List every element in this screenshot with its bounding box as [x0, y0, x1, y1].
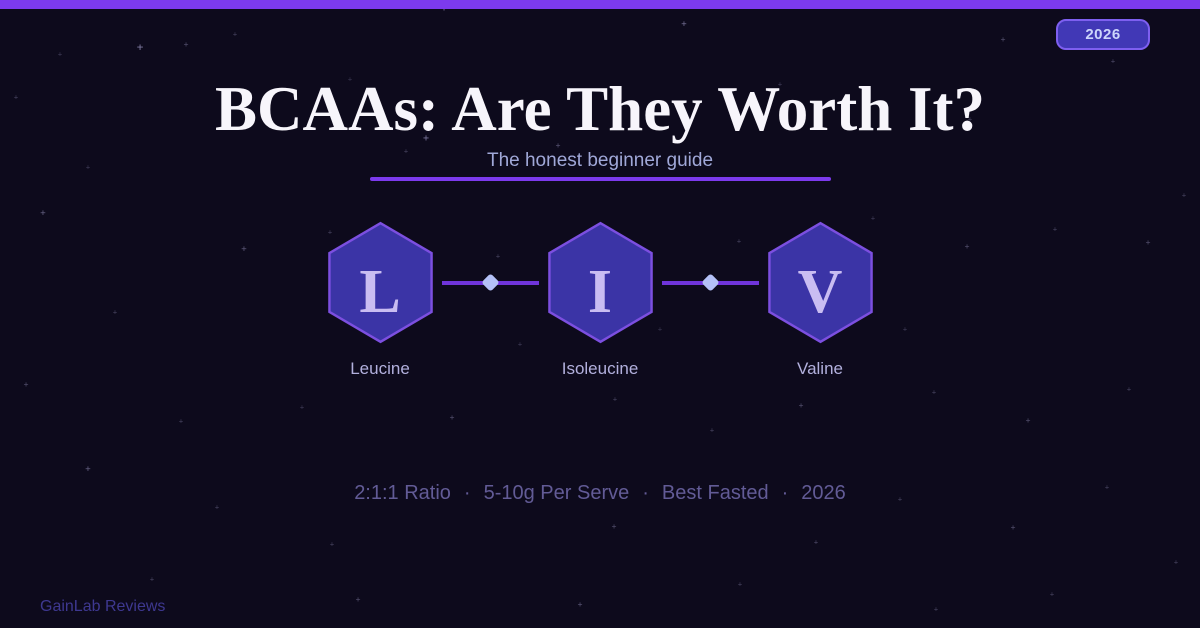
- star-icon: +: [85, 464, 91, 475]
- star-icon: +: [57, 50, 63, 59]
- star-icon: +: [1000, 35, 1006, 44]
- star-icon: +: [737, 580, 743, 589]
- star-icon: +: [214, 503, 220, 512]
- star-icon: +: [355, 595, 361, 604]
- connector-2: [654, 221, 767, 344]
- star-icon: +: [183, 40, 189, 49]
- year-badge: 2026: [1056, 19, 1150, 50]
- brand-credit: GainLab Reviews: [40, 598, 166, 615]
- star-icon: +: [1110, 57, 1116, 66]
- amino-label-leucine: Leucine: [350, 359, 410, 378]
- page-title: BCAAs: Are They Worth It?: [214, 74, 986, 144]
- amino-node-leucine: L Leucine: [327, 221, 434, 379]
- star-icon: +: [1025, 416, 1031, 425]
- star-icon: +: [232, 30, 238, 39]
- stat-ratio: 2:1:1 Ratio: [354, 482, 451, 504]
- hexagon-icon: [327, 221, 433, 344]
- star-icon: +: [577, 600, 583, 609]
- stats-strip: 2:1:1 Ratio · 5-10g Per Serve · Best Fasted ·…: [0, 482, 1200, 505]
- star-icon: +: [178, 417, 184, 426]
- amino-node-valine: V Valine: [767, 221, 874, 379]
- star-icon: +: [931, 388, 937, 397]
- hexagon-leucine: L: [327, 221, 434, 344]
- year-badge-label: 2026: [1085, 26, 1121, 43]
- amino-letter-leucine: L: [359, 258, 401, 326]
- stat-serving: 5-10g Per Serve: [483, 482, 630, 504]
- star-icon: +: [1181, 191, 1187, 200]
- hexagon-valine: V: [767, 221, 874, 344]
- star-icon: +: [1010, 523, 1016, 532]
- star-icon: +: [40, 208, 46, 219]
- amino-letter-valine: V: [797, 258, 843, 326]
- star-icon: +: [149, 575, 155, 584]
- stat-separator: ·: [642, 482, 649, 504]
- hexagon-isoleucine: I: [547, 221, 654, 344]
- star-icon: +: [23, 380, 29, 389]
- stat-year: 2026: [801, 482, 846, 504]
- star-icon: +: [1173, 558, 1179, 567]
- connector-dot-icon: [700, 273, 720, 292]
- star-icon: +: [681, 19, 687, 30]
- amino-letter-isoleucine: I: [587, 258, 613, 326]
- page-subtitle: The honest beginner guide: [486, 150, 714, 171]
- star-icon: +: [933, 605, 939, 614]
- star-icon: +: [798, 401, 804, 410]
- top-accent-bar: [0, 0, 1200, 9]
- star-icon: +: [813, 538, 819, 547]
- star-icon: +: [1049, 590, 1055, 599]
- star-icon: +: [1126, 385, 1132, 394]
- star-icon: +: [136, 40, 144, 54]
- hexagon-icon: [767, 221, 873, 344]
- star-icon: +: [449, 413, 455, 422]
- hexagon-icon: [547, 221, 653, 344]
- amino-acid-diagram: L Leucine I Isoleucine: [0, 221, 1200, 379]
- star-icon: +: [611, 522, 617, 531]
- star-icon: +: [329, 540, 335, 549]
- amino-label-isoleucine: Isoleucine: [561, 359, 639, 378]
- connector-dot-icon: [480, 273, 500, 292]
- connector-1: [434, 221, 547, 344]
- stat-separator: ·: [781, 482, 789, 504]
- star-icon: +: [299, 403, 305, 412]
- stat-fasted: Best Fasted: [661, 482, 769, 504]
- star-icon: +: [612, 395, 618, 404]
- amino-label-valine: Valine: [797, 359, 843, 378]
- title-underline: [370, 177, 831, 181]
- stat-separator: ·: [463, 482, 471, 504]
- star-icon: +: [709, 426, 715, 435]
- amino-node-isoleucine: I Isoleucine: [547, 221, 654, 379]
